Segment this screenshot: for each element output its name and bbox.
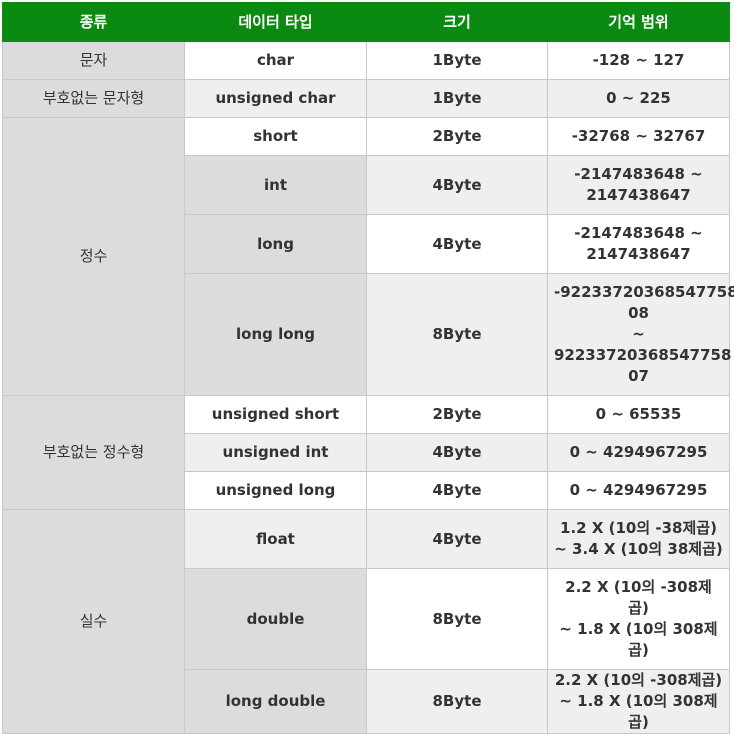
range-line: ~ 1.8 X (10의 308제 — [559, 620, 718, 638]
range-line: -2147483648 ~ — [574, 224, 703, 242]
type-cell: long — [184, 214, 367, 274]
range-line: -92233720368547758 — [554, 283, 734, 301]
table-row: 실수 float 4Byte 1.2 X (10의 -38제곱) ~ 3.4 X… — [2, 509, 730, 734]
table-row: 부호없는 문자형 unsigned char 1Byte 0 ~ 225 — [2, 79, 730, 118]
range-line: 0 ~ 4294967295 — [569, 481, 708, 499]
type-cell: char — [184, 41, 367, 80]
header-data-type: 데이터 타입 — [184, 2, 367, 42]
range-line: 2147438647 — [586, 186, 691, 204]
range-line: 1.2 X (10의 -38제곱) — [560, 519, 717, 537]
range-line: ~ — [632, 325, 645, 343]
size-cell: 8Byte — [366, 273, 548, 396]
range-line: 곱) — [628, 599, 649, 617]
type-cell: unsigned int — [184, 433, 367, 472]
size-cell: 4Byte — [366, 214, 548, 274]
size-cell: 1Byte — [366, 79, 548, 118]
size-cell: 4Byte — [366, 509, 548, 569]
range-line: ~ 1.8 X (10의 308제곱) — [559, 692, 718, 731]
header-range: 기억 범위 — [547, 2, 730, 42]
range-cell: -2147483648 ~ 2147438647 — [547, 214, 730, 274]
range-line: 2147438647 — [586, 245, 691, 263]
range-line: 08 — [628, 304, 649, 322]
range-line: 07 — [628, 367, 649, 385]
table-row: double 8Byte 2.2 X (10의 -308제 곱) ~ 1.8 X… — [3, 568, 730, 670]
range-line: 92233720368547758 — [554, 346, 732, 364]
range-cell: -32768 ~ 32767 — [547, 117, 730, 156]
header-row: 종류 데이터 타입 크기 기억 범위 — [2, 2, 730, 42]
table-row: unsigned long 4Byte 0 ~ 4294967295 — [3, 471, 730, 510]
range-cell: -92233720368547758 08 ~ 9223372036854775… — [547, 273, 734, 396]
size-cell: 1Byte — [366, 41, 548, 80]
kind-cell: 정수 — [2, 117, 185, 396]
range-line: -2147483648 ~ — [574, 165, 703, 183]
size-cell: 8Byte — [366, 568, 548, 670]
table-row: long long 8Byte -92233720368547758 08 ~ … — [3, 273, 734, 396]
table-row: long double 8Byte 2.2 X (10의 -308제곱) ~ 1… — [3, 669, 730, 734]
type-cell: double — [184, 568, 367, 670]
type-cell: float — [184, 509, 367, 569]
size-cell: 8Byte — [366, 669, 548, 734]
range-line: 2.2 X (10의 -308제 — [565, 578, 712, 596]
kind-cell: 부호없는 문자형 — [2, 79, 185, 118]
kind-cell: 부호없는 정수형 — [2, 395, 185, 510]
range-line: 0 ~ 65535 — [595, 405, 682, 423]
range-line: 0 ~ 225 — [606, 89, 671, 107]
range-cell: 0 ~ 65535 — [547, 395, 730, 434]
range-line: 2.2 X (10의 -308제곱) — [554, 671, 723, 689]
range-line: -128 ~ 127 — [592, 51, 685, 69]
range-cell: 2.2 X (10의 -308제곱) ~ 1.8 X (10의 308제곱) — [547, 669, 730, 734]
type-cell: unsigned short — [184, 395, 367, 434]
type-cell: short — [184, 117, 367, 156]
range-cell: 0 ~ 4294967295 — [547, 433, 730, 472]
range-line: 0 ~ 4294967295 — [569, 443, 708, 461]
kind-cell: 문자 — [2, 41, 185, 80]
range-cell: -2147483648 ~ 2147438647 — [547, 155, 730, 215]
header-kind: 종류 — [2, 2, 185, 42]
type-cell: long double — [184, 669, 367, 734]
range-cell: 0 ~ 4294967295 — [547, 471, 730, 510]
kind-cell: 실수 — [2, 509, 185, 734]
table-row: long 4Byte -2147483648 ~ 2147438647 — [3, 214, 730, 274]
size-cell: 2Byte — [366, 395, 548, 434]
range-line: ~ 3.4 X (10의 38제곱) — [554, 540, 723, 558]
size-cell: 4Byte — [366, 471, 548, 510]
type-cell: unsigned char — [184, 79, 367, 118]
table-row: 정수 short 2Byte -32768 ~ 32767 — [2, 117, 730, 396]
table-row: 문자 char 1Byte -128 ~ 127 — [2, 41, 730, 80]
size-cell: 4Byte — [366, 433, 548, 472]
type-cell: int — [184, 155, 367, 215]
size-cell: 4Byte — [366, 155, 548, 215]
type-cell: unsigned long — [184, 471, 367, 510]
range-cell: 2.2 X (10의 -308제 곱) ~ 1.8 X (10의 308제 곱) — [547, 568, 730, 670]
range-line: -32768 ~ 32767 — [571, 127, 706, 145]
table-row: int 4Byte -2147483648 ~ 2147438647 — [3, 155, 730, 215]
range-cell: -128 ~ 127 — [547, 41, 730, 80]
size-cell: 2Byte — [366, 117, 548, 156]
header-size: 크기 — [366, 2, 548, 42]
type-cell: long long — [184, 273, 367, 396]
range-line: 곱) — [628, 641, 649, 659]
range-cell: 1.2 X (10의 -38제곱) ~ 3.4 X (10의 38제곱) — [547, 509, 730, 569]
table-row: 부호없는 정수형 unsigned short 2Byte 0 ~ 65535 — [2, 395, 730, 510]
range-cell: 0 ~ 225 — [547, 79, 730, 118]
